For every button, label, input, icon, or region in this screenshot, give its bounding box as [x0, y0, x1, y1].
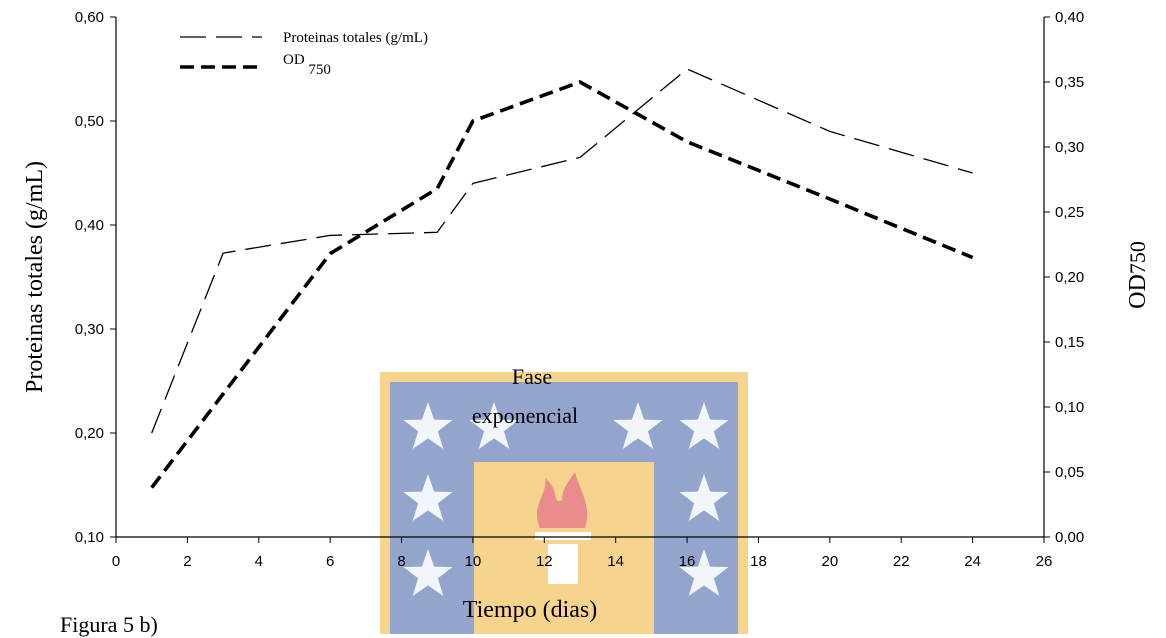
y-left-tick-label: 0,40 — [75, 217, 104, 234]
x-tick-label: 4 — [255, 553, 263, 570]
y-left-tick-label: 0,30 — [75, 321, 104, 338]
x-tick-label: 18 — [750, 553, 767, 570]
x-tick-label: 22 — [893, 553, 910, 570]
x-tick-label: 14 — [607, 553, 624, 570]
y-left-tick-label: 0,10 — [75, 529, 104, 546]
x-tick-label: 12 — [536, 553, 553, 570]
y-left-tick-label: 0,60 — [75, 9, 104, 26]
x-tick-label: 0 — [112, 553, 120, 570]
y-axis-right-title: OD750 — [1125, 241, 1151, 309]
y-right-tick-label: 0,35 — [1055, 74, 1084, 91]
y-right-tick-label: 0,20 — [1055, 269, 1084, 286]
y-right-tick-label: 0,25 — [1055, 204, 1084, 221]
x-axis-title: Tiempo (dias) — [463, 597, 597, 623]
x-tick-label: 16 — [679, 553, 696, 570]
y-right-tick-label: 0,40 — [1055, 9, 1084, 26]
legend-label-od750-sub: 750 — [308, 62, 331, 78]
x-tick-label: 6 — [326, 553, 334, 570]
y-left-tick-label: 0,20 — [75, 425, 104, 442]
watermark-torch-base — [535, 532, 591, 540]
x-tick-label: 24 — [964, 553, 981, 570]
x-tick-label: 2 — [183, 553, 191, 570]
y-right-tick-label: 0,00 — [1055, 529, 1084, 546]
legend-label-od750: OD 750 — [283, 52, 331, 78]
x-tick-label: 8 — [397, 553, 405, 570]
y-axis-right-title-sub: 750 — [1125, 241, 1150, 274]
legend-label-proteinas: Proteinas totales (g/mL) — [283, 30, 428, 46]
y-right-tick-label: 0,10 — [1055, 399, 1084, 416]
figure-caption: Figura 5 b) — [60, 612, 158, 638]
y-right-tick-label: 0,05 — [1055, 464, 1084, 481]
x-tick-label: 10 — [465, 553, 482, 570]
x-tick-label: 26 — [1036, 553, 1053, 570]
annotation-fase: Fase — [512, 364, 552, 389]
x-tick-label: 20 — [822, 553, 839, 570]
y-right-tick-label: 0,30 — [1055, 139, 1084, 156]
legend: Proteinas totales (g/mL) OD 750 — [180, 30, 428, 78]
y-right-tick-label: 0,15 — [1055, 334, 1084, 351]
annotation-exponencial: exponencial — [472, 403, 578, 428]
y-left-tick-label: 0,50 — [75, 113, 104, 130]
y-axis-left-title: Proteinas totales (g/mL) — [22, 161, 48, 393]
